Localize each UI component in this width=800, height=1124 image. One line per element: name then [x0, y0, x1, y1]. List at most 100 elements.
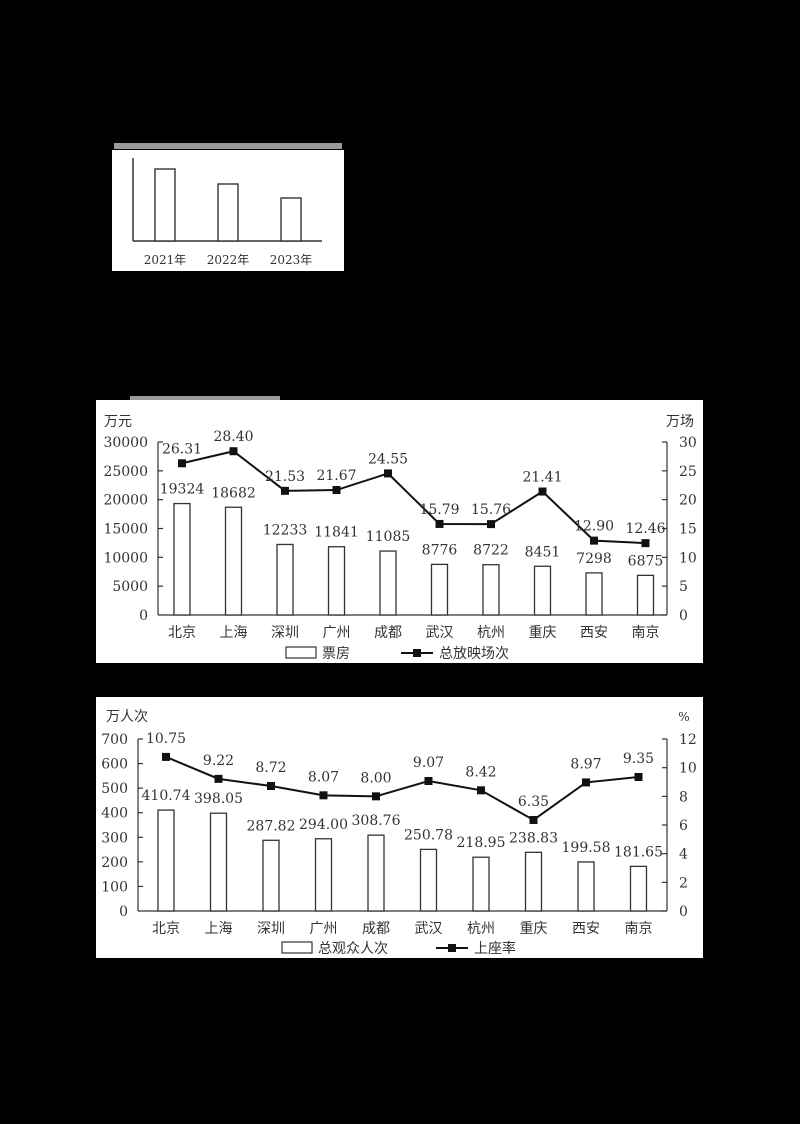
- bar-value-label: 250.78: [404, 827, 453, 843]
- bar-value-label: 181.65: [614, 844, 663, 860]
- x-tick-label: 杭州: [477, 625, 505, 641]
- x-tick-label: 成都: [374, 625, 402, 641]
- left-tick-label: 500: [101, 781, 128, 797]
- left-tick-label: 15000: [103, 522, 148, 538]
- bar-value-label: 398.05: [194, 791, 243, 807]
- bar: [379, 550, 397, 616]
- chart2-svg: 万元 万场 0 5000 10000 15000 20000 25000 30000 0 5 10 15…: [103, 414, 697, 662]
- legend-line-label: 上座率: [474, 940, 516, 957]
- line-value-label: 8.72: [255, 760, 286, 776]
- line-marker: [319, 791, 328, 800]
- bar-value-label: 11085: [366, 529, 411, 545]
- right-tick-label: 0: [679, 904, 688, 920]
- left-tick-label: 30000: [103, 435, 148, 451]
- bar: [577, 861, 595, 912]
- left-tick-label: 10000: [103, 550, 148, 566]
- line-value-label: 8.42: [465, 764, 496, 780]
- line-value-label: 12.46: [625, 521, 665, 537]
- bar: [367, 834, 385, 912]
- left-tick-label: 0: [119, 904, 128, 920]
- line-value-label: 15.76: [471, 502, 511, 518]
- line-value-label: 6.35: [518, 794, 549, 810]
- bar: [327, 546, 346, 616]
- right-unit-label: %: [678, 710, 689, 724]
- x-tick-label: 北京: [152, 921, 180, 937]
- x-tick-label: 上海: [205, 921, 233, 937]
- right-tick-label: 30: [679, 435, 697, 451]
- x-tick-label: 成都: [362, 921, 390, 937]
- line-marker: [435, 519, 444, 528]
- bar-value-label: 11841: [314, 525, 359, 541]
- x-tick-label: 南京: [625, 921, 653, 937]
- chart2-panel: 万元 万场 0 5000 10000 15000 20000 25000 30000 0 5 10 15…: [96, 400, 703, 663]
- line-value-label: 8.97: [570, 756, 601, 772]
- line-value-label: 8.00: [360, 770, 391, 786]
- x-tick-label: 上海: [220, 625, 248, 641]
- bar: [262, 839, 280, 912]
- bar-value-label: 199.58: [562, 840, 611, 856]
- right-tick-label: 20: [679, 493, 697, 509]
- right-tick-label: 6: [679, 818, 688, 834]
- line-marker: [178, 459, 186, 468]
- bar: [472, 856, 490, 912]
- line-marker: [641, 539, 650, 548]
- bar-value-label: 308.76: [352, 813, 401, 829]
- bar-value-label: 18682: [211, 485, 256, 501]
- bar-value-label: 6875: [628, 553, 664, 569]
- x-tick-label: 南京: [632, 625, 660, 641]
- left-tick-label: 5000: [112, 579, 148, 595]
- line-marker: [487, 520, 495, 529]
- bar: [419, 848, 438, 912]
- right-unit-label: 万场: [666, 414, 694, 430]
- bar-value-label: 19324: [160, 482, 205, 498]
- bar-value-label: 7298: [576, 551, 612, 567]
- line-marker: [214, 774, 223, 783]
- line-marker: [162, 752, 170, 761]
- line-marker: [529, 815, 538, 824]
- left-tick-label: 0: [139, 608, 148, 624]
- line-marker: [477, 786, 485, 795]
- x-tick-label: 2021年: [144, 253, 187, 267]
- right-tick-label: 10: [679, 761, 697, 777]
- legend-bar-label: 票房: [322, 646, 350, 662]
- line-value-label: 9.07: [413, 755, 444, 771]
- legend-bar-label: 总观众人次: [318, 941, 388, 957]
- line-value-label: 28.40: [213, 429, 253, 445]
- line-value-label: 21.67: [316, 468, 356, 484]
- bar-value-label: 294.00: [299, 817, 348, 833]
- x-tick-label: 深圳: [257, 921, 285, 937]
- line-value-label: 21.41: [522, 470, 562, 486]
- line-marker: [590, 536, 598, 545]
- bar: [430, 563, 449, 616]
- x-tick-label: 武汉: [426, 625, 454, 641]
- line-value-label: 15.79: [419, 502, 459, 518]
- chart3-panel: 万人次% 0 100 200 300 400 500 600 700 0 2 4 6 8 10 12 410.7…: [96, 697, 703, 958]
- chart2-title-strip: [130, 396, 280, 400]
- line-marker: [424, 776, 433, 785]
- bar: [629, 865, 648, 912]
- line-value-label: 12.90: [574, 519, 614, 535]
- x-tick-label: 西安: [580, 625, 608, 641]
- bar: [482, 564, 500, 616]
- line-value-label: 8.07: [308, 769, 339, 785]
- left-tick-label: 400: [101, 806, 128, 822]
- right-tick-label: 15: [679, 522, 697, 538]
- right-tick-label: 0: [679, 608, 688, 624]
- line-marker: [229, 447, 238, 456]
- x-tick-label: 2023年: [270, 253, 313, 267]
- chart3-svg: 万人次 % 0 100 200 300 400 500 600 700 0 2 4 6 8 10 12 410.7…: [101, 709, 697, 957]
- x-tick-label: 武汉: [415, 921, 443, 937]
- bar: [154, 168, 176, 242]
- legend-bar-swatch: [285, 646, 317, 659]
- legend-line-label: 总放映场次: [439, 646, 509, 662]
- x-tick-label: 广州: [310, 921, 338, 937]
- line-value-label: 21.53: [265, 469, 305, 485]
- bar: [209, 812, 228, 912]
- x-tick-label: 北京: [168, 625, 196, 641]
- bar: [524, 851, 543, 912]
- chart1-panel: 2021年 2022年 2023年: [112, 150, 344, 271]
- line-marker: [267, 782, 275, 791]
- line-series: [181, 450, 646, 545]
- x-tick-label: 广州: [323, 625, 351, 641]
- x-tick-label: 重庆: [520, 921, 548, 937]
